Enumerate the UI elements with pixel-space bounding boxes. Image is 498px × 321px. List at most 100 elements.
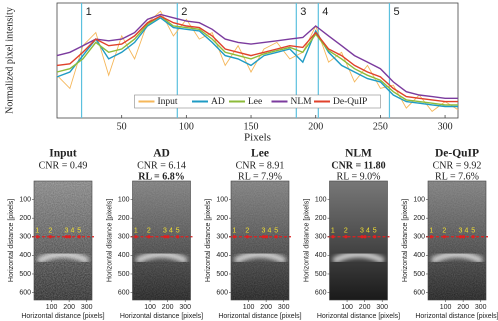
y-tick-label: 300 (19, 234, 31, 241)
profile-dot (442, 235, 446, 239)
profile-marker-label: 5 (77, 228, 81, 235)
x-tick-label: 200 (308, 121, 323, 132)
image-y-label: Horizontal distance [pixels] (8, 199, 15, 282)
profile-marker-label: 3 (163, 228, 167, 235)
y-tick-label: 300 (315, 234, 327, 241)
image-y-label: Horizontal distance [pixels] (402, 199, 409, 282)
y-tick-label: 400 (216, 252, 228, 259)
panel-title: AD (153, 148, 170, 160)
bright-band (332, 251, 385, 264)
image-y-label: Horizontal distance [pixels] (106, 199, 113, 282)
series-line (56, 15, 458, 106)
y-tick-label: 500 (19, 271, 31, 278)
panel-title: De-QuIP (435, 148, 479, 160)
panel-cnr: CNR = 6.14 (137, 160, 186, 171)
ultrasound-image (427, 180, 487, 301)
y-tick-label: 400 (413, 252, 425, 259)
profile-dot (163, 235, 167, 239)
profile-marker-label: 2 (245, 228, 249, 235)
panel-cnr: CNR = 8.91 (236, 160, 285, 171)
panel-rl: RL = 6.8% (138, 171, 185, 182)
profile-dot (458, 235, 463, 239)
x-tick-label: 150 (244, 121, 259, 132)
x-tick-label: 300 (475, 304, 487, 311)
profile-dot (48, 235, 52, 239)
y-tick-label: 200 (19, 215, 31, 222)
y-tick-label: 600 (118, 289, 130, 296)
profile-dot (360, 235, 364, 239)
image-x-label: Horizontal distance [pixels] (317, 313, 400, 320)
panel-cnr: CNR = 9.92 (433, 160, 482, 171)
speckle (231, 181, 289, 300)
ultrasound-image (132, 180, 191, 301)
y-axis-label: Normalized pixel intensity (4, 7, 15, 114)
image-y-label: Horizontal distance [pixels] (303, 199, 310, 282)
y-tick-label: 500 (118, 271, 130, 278)
panel-rl: RL = 7.6% (435, 171, 479, 182)
profile-marker-label: 3 (360, 228, 364, 235)
profile-marker-label: 5 (471, 228, 475, 235)
speckle (428, 181, 486, 300)
profile-dot (261, 235, 266, 239)
y-tick-label: 600 (413, 289, 425, 296)
ultrasound-image (230, 180, 290, 301)
marker-label: 1 (86, 6, 92, 18)
series-line (56, 16, 458, 108)
y-tick-label: 300 (118, 234, 130, 241)
profile-dot (245, 235, 249, 239)
x-tick-label: 200 (162, 304, 174, 311)
image-x-label: Horizontal distance [pixels] (218, 313, 301, 320)
profile-dot (77, 235, 81, 239)
profile-marker-label: 5 (274, 228, 278, 235)
y-tick-label: 100 (315, 196, 327, 203)
legend-label: NLM (291, 97, 313, 107)
profile-dot (166, 235, 170, 239)
speckle (132, 181, 191, 300)
series-line (56, 13, 458, 99)
y-tick-label: 100 (216, 196, 228, 203)
profile-dot (147, 235, 151, 239)
x-tick-label: 300 (278, 304, 290, 311)
profile-dot (67, 235, 72, 239)
panel-title: Input (49, 148, 77, 160)
x-tick-label: 200 (359, 304, 371, 311)
x-tick-label: 100 (179, 121, 194, 132)
profile-marker-label: 1 (134, 228, 138, 235)
y-tick-label: 300 (216, 234, 228, 241)
x-tick-label: 300 (438, 121, 453, 132)
profile-marker-label: 5 (373, 228, 377, 235)
panel-rl: RL = 7.9% (238, 171, 282, 182)
profile-dot (344, 235, 348, 239)
profile-marker-label: 1 (232, 228, 236, 235)
y-tick-label: 300 (413, 234, 425, 241)
y-tick-label: 200 (216, 215, 228, 222)
profile-dot (176, 235, 180, 239)
y-tick-label: 100 (118, 196, 130, 203)
profile-marker-label: 2 (344, 228, 348, 235)
profile-marker-label: 3 (262, 228, 266, 235)
marker-label: 3 (300, 6, 306, 18)
profile-marker-label: 4 (71, 228, 75, 235)
y-tick-label: 100 (413, 196, 425, 203)
profile-marker-label: 2 (48, 228, 52, 235)
marker-label: 5 (393, 6, 399, 18)
panel-title: Lee (251, 148, 269, 160)
profile-marker-label: 3 (459, 228, 463, 235)
x-tick-label: 100 (440, 304, 452, 311)
profile-marker-label: 5 (176, 228, 180, 235)
speckle (34, 181, 92, 300)
profile-marker-label: 3 (65, 228, 69, 235)
x-tick-label: 100 (46, 304, 58, 311)
bright-band (233, 251, 287, 264)
y-tick-label: 500 (216, 271, 228, 278)
x-tick-label: 100 (341, 304, 353, 311)
ultrasound-image (33, 180, 93, 301)
x-tick-label: 300 (376, 304, 388, 311)
profile-marker-label: 2 (147, 228, 151, 235)
profile-dot (64, 235, 69, 239)
image-bg (329, 181, 388, 300)
y-tick-label: 400 (315, 252, 327, 259)
y-tick-label: 600 (315, 289, 327, 296)
ultrasound-image (329, 180, 388, 301)
y-tick-label: 500 (413, 271, 425, 278)
